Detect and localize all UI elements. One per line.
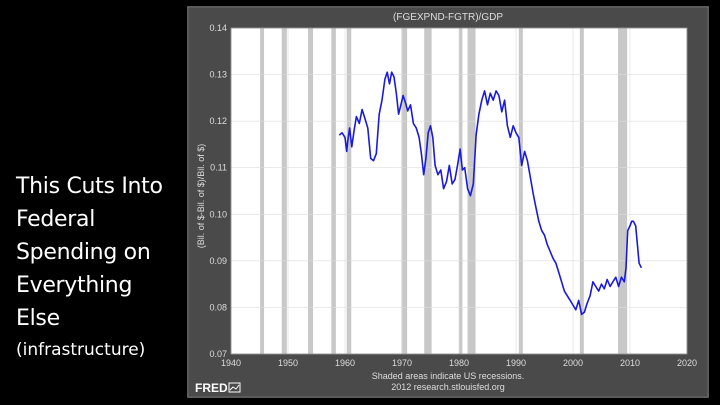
slide-title-line: Spending on [16,240,151,265]
chart-svg: 0.07 0.08 0.09 0.10 0.11 0.12 0.13 0.14 1940 1950… [187,6,709,398]
x-tick-label: 1970 [392,358,412,368]
y-tick-label: 0.09 [209,256,227,266]
recession-band [518,28,523,354]
y-tick-label: 0.13 [209,70,227,80]
slide-title-line: This Cuts Into [16,174,163,199]
chart-title: (FGEXPND-FGTR)/GDP [393,12,503,23]
slide-title-line: Else [16,306,60,331]
x-tick-label: 2000 [563,358,583,368]
recession-band [459,28,463,354]
fred-logo-line-icon [229,384,240,391]
x-tick-label: 1940 [221,358,241,368]
slide-subtitle: (infrastructure) [16,340,146,360]
recession-band [260,28,265,354]
fred-logo-text: FRED [195,381,228,395]
y-tick-label: 0.07 [209,349,227,359]
recession-band [281,28,287,354]
y-tick-label: 0.11 [210,163,227,173]
recession-band [579,28,584,354]
slide-title: This Cuts Into Federal Spending on Every… [16,170,186,335]
chart-border [187,6,709,398]
x-tick-label: 1980 [449,358,469,368]
slide-text: This Cuts Into Federal Spending on Every… [16,170,186,363]
x-tick-label: 2020 [677,358,697,368]
fred-logo-graph-icon [228,382,241,393]
recession-band [346,28,352,354]
plot-layer: 0.07 0.08 0.09 0.10 0.11 0.12 0.13 0.14 1940 1950… [209,23,697,368]
source-note: 2012 research.stlouisfed.org [391,382,505,392]
fred-chart: 0.07 0.08 0.09 0.10 0.11 0.12 0.13 0.14 1940 1950… [187,6,709,398]
recession-band [401,28,408,354]
slide-title-line: Federal [16,207,96,232]
x-axis-label: Shaded areas indicate US recessions. [372,371,525,381]
y-tick-label: 0.08 [209,302,227,312]
x-tick-label: 1990 [506,358,526,368]
series-line [338,71,643,316]
y-tick-label: 0.10 [209,209,227,219]
recession-band [424,28,432,354]
plot-border [230,27,688,355]
fred-logo: FRED [195,381,241,395]
recession-band [331,28,336,354]
slide-title-line: Everything [16,273,133,298]
x-tick-label: 1950 [278,358,298,368]
y-tick-label: 0.12 [209,116,227,126]
y-tick-label: 0.14 [209,23,227,33]
y-axis-label: (Bil. of $-Bil. of $)/Bil. of $) [196,144,206,249]
recession-band [307,28,314,354]
x-tick-label: 2010 [620,358,640,368]
x-tick-label: 1960 [335,358,355,368]
recession-band [618,28,628,354]
